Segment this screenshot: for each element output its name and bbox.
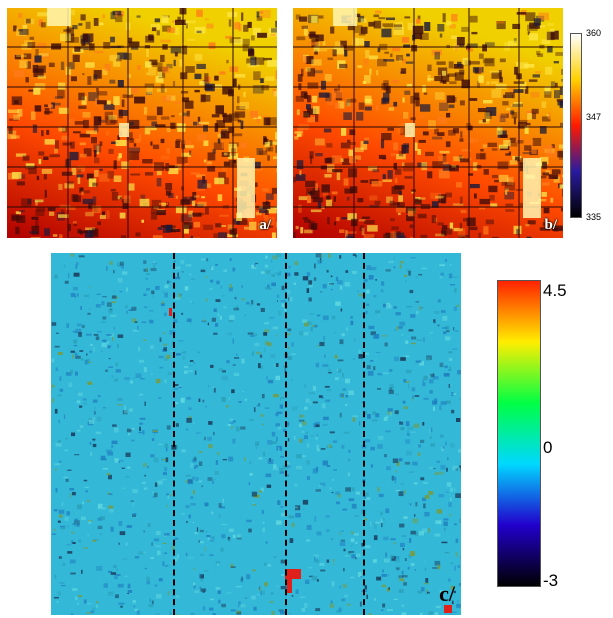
- difference-texture: [51, 253, 461, 615]
- difference-colorbar-max-tick: 4.5: [543, 281, 567, 300]
- elevation-colorbar-min-tick: 335: [586, 212, 602, 222]
- dashed-line-2: [285, 253, 287, 615]
- difference-colorbar-min-tick: -3: [543, 571, 559, 590]
- elevation-map-b-image: [293, 8, 563, 238]
- urban-texture: [7, 8, 277, 238]
- elevation-map-a: a/: [7, 8, 277, 238]
- urban-texture: [293, 8, 563, 238]
- panel-c-label: c/: [439, 581, 455, 606]
- dashed-line-3: [363, 253, 365, 615]
- panel-a-label: a/: [259, 217, 271, 233]
- elevation-colorbar-mid-tick: 347: [586, 112, 602, 122]
- elevation-map-b: b/: [293, 8, 563, 238]
- difference-map-c: c/: [51, 253, 461, 615]
- elevation-colorbar: [570, 33, 582, 218]
- difference-map-c-image: [51, 253, 461, 615]
- dashed-line-1: [173, 253, 175, 615]
- elevation-map-a-image: [7, 8, 277, 238]
- elevation-colorbar-max-tick: 360: [586, 28, 602, 38]
- difference-colorbar: [497, 280, 541, 587]
- difference-colorbar-mid-tick: 0: [543, 438, 553, 457]
- panel-b-label: b/: [544, 217, 557, 233]
